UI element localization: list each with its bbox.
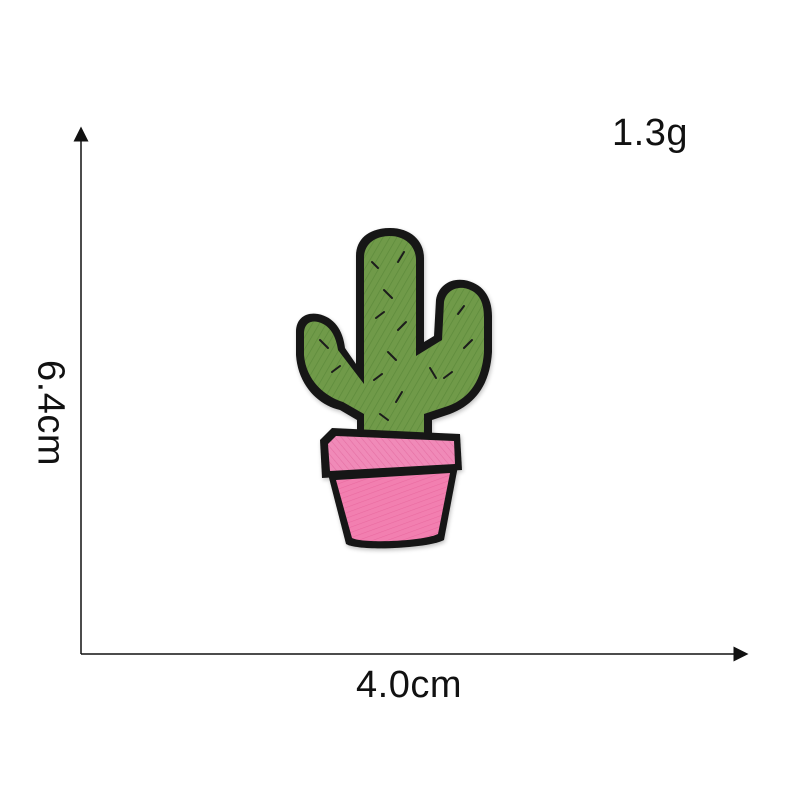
pot-rim <box>328 436 455 471</box>
height-label: 6.4cm <box>29 360 72 466</box>
pot-body <box>336 473 450 542</box>
cactus-body <box>304 236 484 440</box>
weight-label: 1.3g <box>612 112 688 154</box>
width-label: 4.0cm <box>356 664 462 706</box>
cactus-spines <box>319 251 473 421</box>
